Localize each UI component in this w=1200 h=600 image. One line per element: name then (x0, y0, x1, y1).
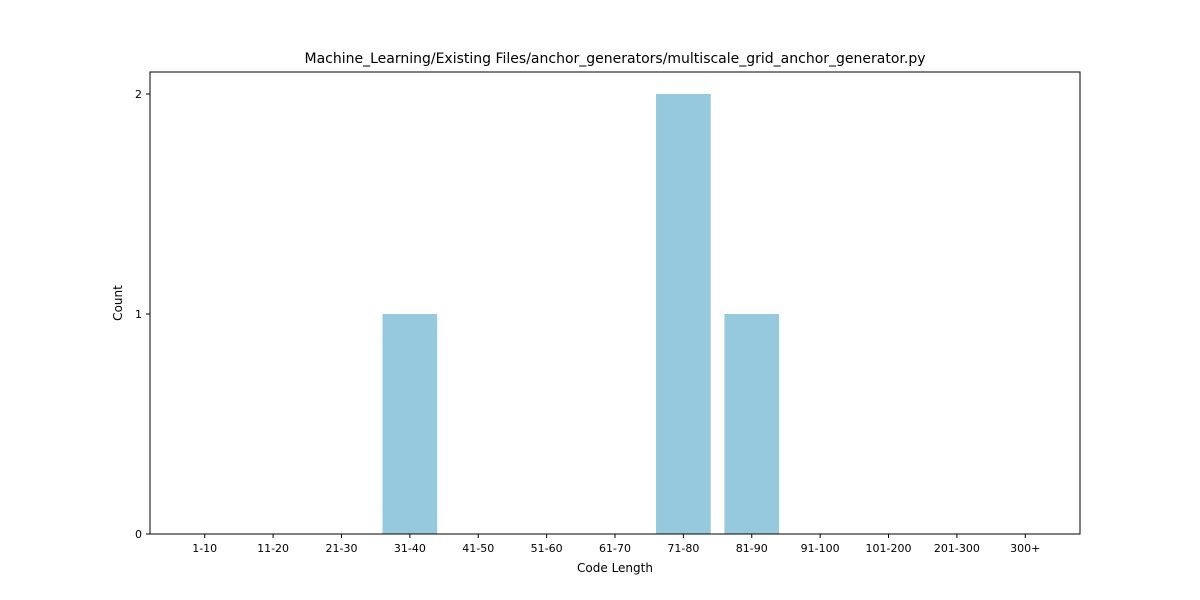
x-tick-label: 41-50 (462, 542, 494, 555)
x-tick-label: 91-100 (801, 542, 840, 555)
x-tick-label: 61-70 (599, 542, 631, 555)
bar-81-90 (724, 314, 780, 534)
x-tick-label: 300+ (1010, 542, 1040, 555)
y-axis-ticks: 0 1 2 (135, 88, 150, 541)
x-tick-label: 81-90 (736, 542, 768, 555)
y-tick-label: 1 (135, 308, 142, 321)
x-axis-label: Code Length (577, 561, 653, 575)
y-tick-label: 0 (135, 528, 142, 541)
bar-31-40 (382, 314, 438, 534)
x-tick-label: 11-20 (257, 542, 289, 555)
x-tick-label: 51-60 (531, 542, 563, 555)
plot-area-frame (149, 71, 1081, 535)
x-tick-label: 101-200 (866, 542, 912, 555)
chart-title: Machine_Learning/Existing Files/anchor_g… (304, 51, 925, 67)
bar-71-80 (656, 94, 711, 534)
x-tick-label: 201-300 (934, 542, 980, 555)
bars-group (382, 94, 780, 534)
y-axis-label: Count (111, 285, 125, 321)
x-tick-label: 1-10 (192, 542, 217, 555)
x-tick-label: 71-80 (667, 542, 699, 555)
x-tick-label: 31-40 (394, 542, 426, 555)
x-axis-ticks: 1-10 11-20 21-30 31-40 41-50 51-60 61-70 71-80 8… (192, 534, 1040, 555)
y-tick-label: 2 (135, 88, 142, 101)
x-tick-label: 21-30 (325, 542, 357, 555)
